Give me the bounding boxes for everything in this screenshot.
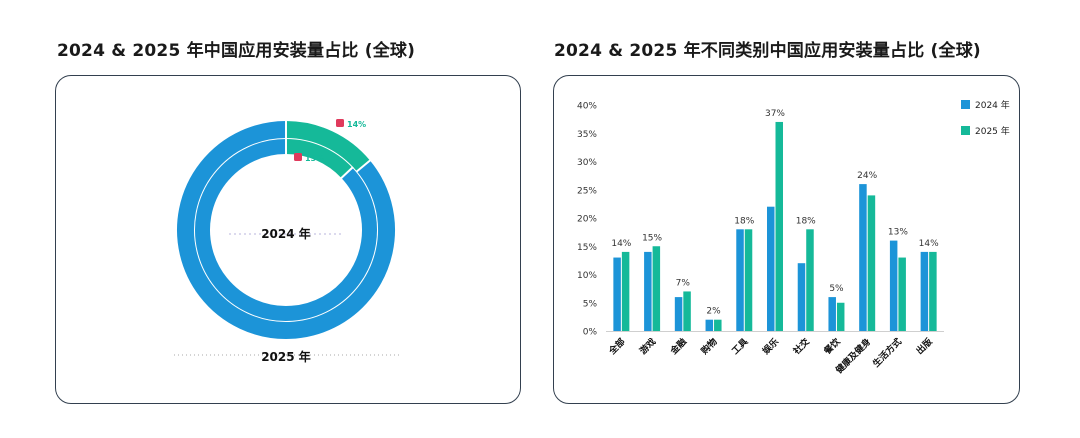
bar-2024 [767,206,775,331]
bar-2025 [775,121,783,331]
legend-label-2025: 2025 年 [975,125,1010,137]
y-tick-label: 15% [577,243,597,253]
donut-rest-slice [177,121,395,339]
outer-ring-label: 2025 年 [261,349,311,364]
data-label: 24% [857,171,877,181]
donut-share-slice [285,139,353,179]
x-tick-label: 游戏 [637,336,658,357]
bar-2025 [898,257,906,331]
left-chart-title: 2024 & 2025 年中国应用安装量占比 (全球) [57,41,416,61]
bar-2024 [920,251,929,331]
y-tick-label: 5% [583,299,598,309]
x-tick-label: 工具 [730,336,751,357]
x-tick-label: 社交 [790,336,812,358]
data-label: 15% [642,233,662,243]
y-tick-label: 25% [577,186,597,196]
bar-2025 [806,229,814,331]
y-tick-label: 10% [577,271,597,281]
data-label: 18% [796,216,816,226]
donut-rings [177,120,395,339]
bar-2025 [714,319,722,331]
bar-2024 [797,263,806,331]
x-tick-label: 购物 [698,336,719,357]
donut-chart: 2024 年 2025 年 14% 13% [174,119,400,364]
bar-2025 [683,291,691,331]
share-marker-icon [336,119,344,127]
bar-chart-card: 0% 5% 10% 15% 20% 25% 30% 35% 40% 14% 全部 15% 游戏 7% 金融 2… [553,75,1020,404]
bar-2025 [929,251,937,331]
data-label: 7% [676,278,691,288]
bar-2024 [674,297,683,331]
donut-slice-separator [355,159,372,173]
data-label: 18% [734,216,754,226]
y-tick-label: 30% [577,158,597,168]
data-label: 14% [919,239,939,249]
data-label: 5% [829,284,844,294]
bar-2024 [644,251,652,331]
bar-2024 [889,240,898,331]
bar-2025 [836,302,845,331]
bar-2024 [736,229,744,331]
legend-swatch-2024 [961,100,970,109]
donut-labels: 2024 年 2025 年 14% 13% [174,119,400,364]
bar-2025 [652,246,661,331]
inner-ring-label: 2024 年 [261,226,311,241]
bar-2025 [867,195,876,331]
y-tick-label: 0% [583,328,598,338]
bar-chart: 0% 5% 10% 15% 20% 25% 30% 35% 40% 14% 全部 15% 游戏 7% 金融 2… [577,99,1010,376]
y-tick-label: 20% [577,215,597,225]
data-label: 14% [611,239,631,249]
x-tick-label: 全部 [606,336,628,358]
donut-chart-card: 2024 年 2025 年 14% 13% [55,75,521,404]
x-tick-label: 娱乐 [760,336,781,357]
bar-2024 [828,297,836,331]
donut-share-slice [285,121,370,172]
data-label: 13% [888,228,908,238]
bar-2024 [705,319,714,331]
x-tick-label: 餐饮 [821,335,844,358]
donut-share-label: 13% [305,154,324,163]
x-tick-label: 出版 [914,336,935,357]
bar-2025 [621,251,630,331]
donut-rest-slice [195,139,377,321]
x-tick-label: 金融 [667,336,689,358]
bar-2024 [613,257,621,331]
right-chart-title: 2024 & 2025 年不同类别中国应用安装量占比 (全球) [554,41,981,61]
data-label: 37% [765,109,785,119]
y-tick-label: 35% [577,130,597,140]
legend-swatch-2025 [961,126,970,135]
data-label: 2% [706,307,721,317]
bar-2025 [744,229,753,331]
y-tick-label: 40% [577,102,597,112]
x-tick-label: 生活方式 [870,336,904,370]
bar-2024 [859,184,867,331]
donut-share-label: 14% [347,120,366,129]
share-marker-icon [294,153,302,161]
donut-slice-separator [339,166,354,180]
legend-label-2024: 2024 年 [975,99,1010,111]
